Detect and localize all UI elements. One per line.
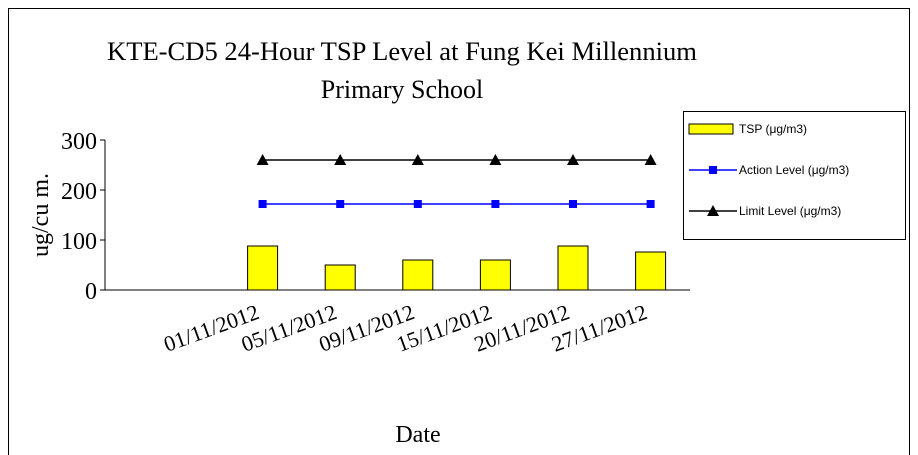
legend-label: Action Level (μg/m3) [739, 163, 849, 177]
legend-swatch [688, 123, 734, 135]
y-tick-label: 100 [61, 229, 97, 255]
bar [324, 264, 356, 291]
marker [567, 154, 579, 165]
y-axis-label: ug/cu m. [28, 173, 54, 257]
y-tick-label: 200 [61, 179, 97, 205]
y-tick-label: 0 [85, 279, 97, 305]
marker [569, 200, 577, 208]
marker [644, 154, 657, 165]
x-axis-label: Date [395, 422, 440, 448]
bar [557, 245, 589, 291]
bar [635, 251, 667, 291]
bar [247, 245, 279, 291]
marker [256, 154, 269, 165]
marker [646, 200, 655, 208]
bar [479, 259, 511, 291]
marker [413, 200, 422, 208]
legend-label: Limit Level (μg/m3) [739, 204, 841, 218]
chart-title: KTE-CD5 24-Hour TSP Level at Fung Kei Mi… [107, 37, 697, 104]
marker [336, 200, 345, 208]
marker [334, 154, 347, 165]
marker [411, 154, 424, 165]
marker [707, 205, 719, 216]
bar [402, 259, 434, 291]
marker [491, 200, 500, 208]
legend-label: TSP (μg/m3) [739, 122, 807, 136]
marker [709, 166, 717, 174]
y-tick-label: 300 [61, 129, 97, 155]
marker [489, 154, 502, 165]
marker [258, 200, 267, 208]
